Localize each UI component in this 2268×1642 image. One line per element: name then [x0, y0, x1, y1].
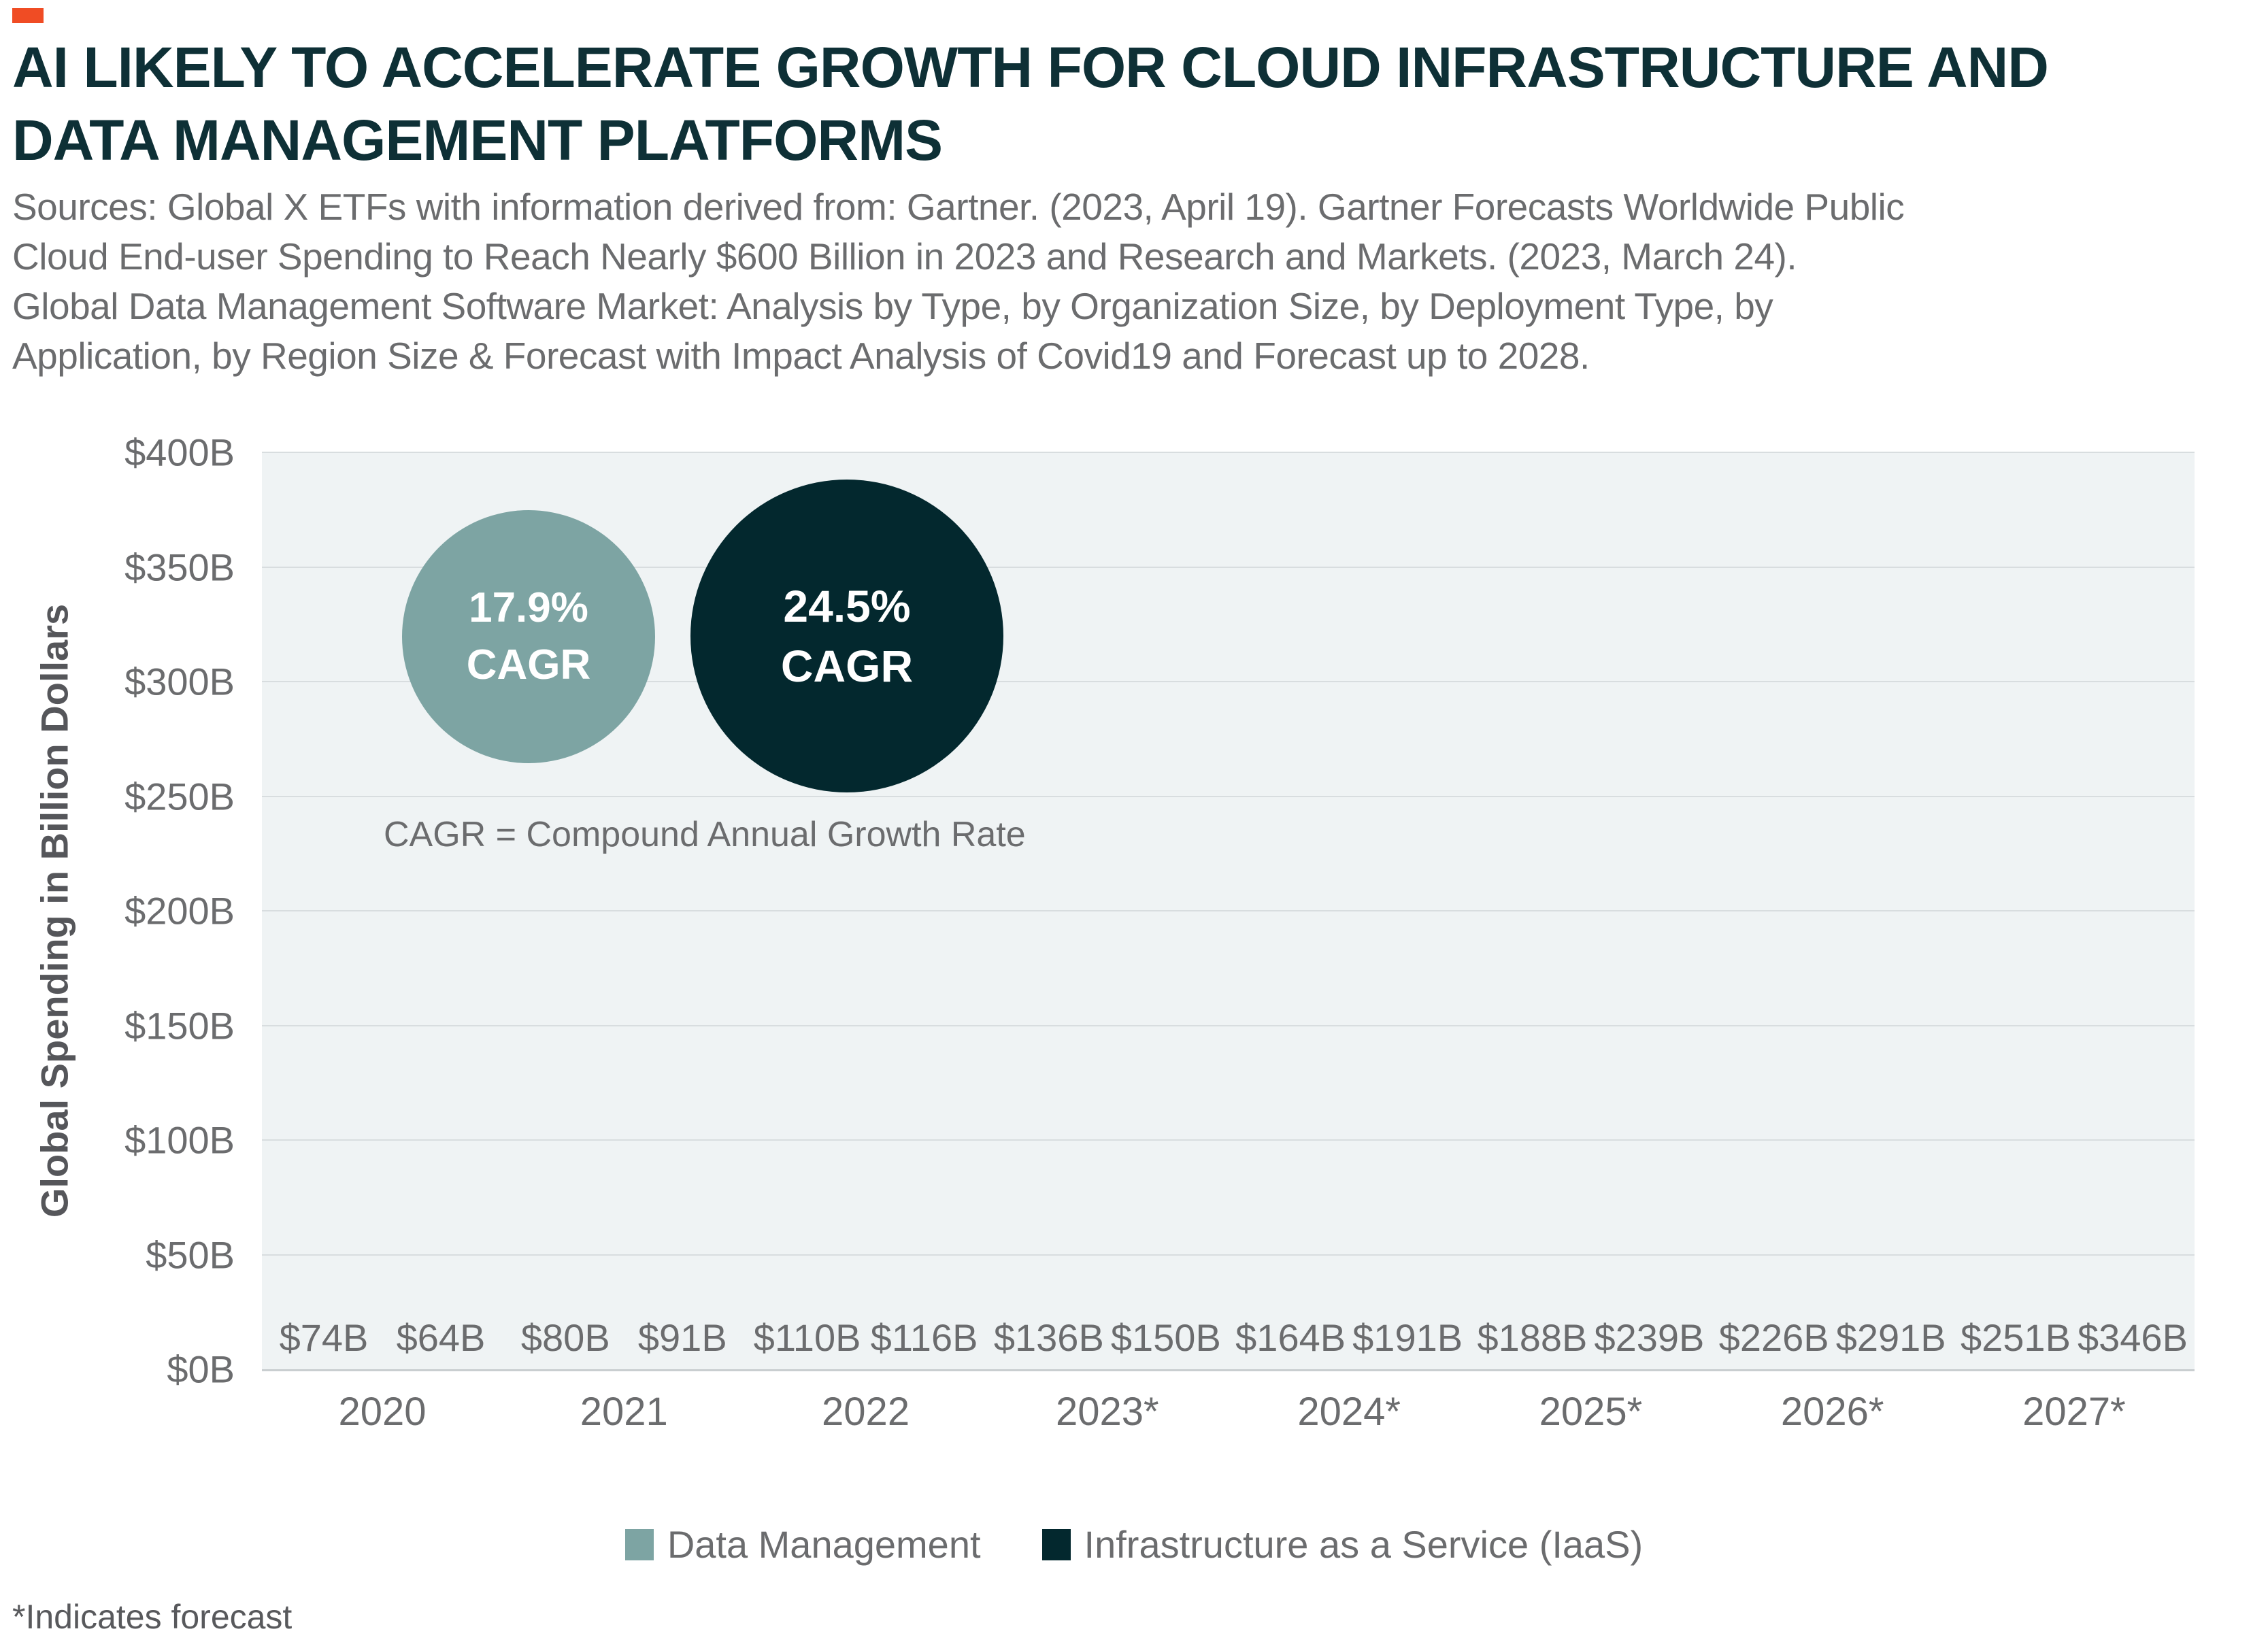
bar-value-label: $191B	[1352, 1316, 1463, 1359]
bar-value-label: $80B	[520, 1316, 610, 1359]
brand-accent-block	[12, 8, 44, 23]
cagr-value: 24.5%	[783, 581, 911, 631]
gridline	[262, 681, 2195, 682]
page-title-line-2: DATA MANAGEMENT PLATFORMS	[12, 108, 943, 172]
bar-value-label: $150B	[1110, 1316, 1221, 1359]
y-axis-tick: $150B	[124, 1004, 235, 1047]
page-title: AI LIKELY TO ACCELERATE GROWTH FOR CLOUD…	[12, 31, 2250, 177]
x-axis-label-2027: 2027*	[2022, 1390, 2126, 1434]
cagr-circle-data-management: 17.9% CAGR	[402, 510, 655, 763]
bar-value-label: $91B	[637, 1316, 727, 1359]
x-axis-label-2023: 2023*	[1056, 1390, 1159, 1434]
legend-label: Infrastructure as a Service (IaaS)	[1084, 1523, 1644, 1566]
bar-value-label: $346B	[2078, 1316, 2188, 1359]
y-axis-tick: $0B	[167, 1347, 235, 1391]
bar-value-label: $74B	[279, 1316, 369, 1359]
gridline	[262, 566, 2195, 568]
sources-line: Sources: Global X ETFs with information …	[12, 186, 1905, 228]
legend: Data Management Infrastructure as a Serv…	[0, 1522, 2268, 1566]
cagr-value: 17.9%	[469, 584, 588, 631]
x-axis-label-2024: 2024*	[1297, 1390, 1401, 1434]
legend-item-iaas: Infrastructure as a Service (IaaS)	[1041, 1522, 1644, 1566]
forecast-footnote: *Indicates forecast	[12, 1598, 293, 1636]
gridline	[262, 795, 2195, 797]
gridline	[262, 1139, 2195, 1141]
bar-value-label: $251B	[1961, 1316, 2071, 1359]
x-axis-label-2020: 2020	[338, 1390, 427, 1434]
sources-text: Sources: Global X ETFs with information …	[12, 182, 2257, 381]
bar-value-label: $136B	[993, 1316, 1104, 1359]
x-axis-label-2026: 2026*	[1780, 1390, 1884, 1434]
bar-groups: $74B $64B $80B $91B $110B $116B $136B $150B $164…	[262, 452, 2195, 1369]
legend-item-data-management: Data Management	[624, 1522, 981, 1566]
x-axis-label-2022: 2022	[822, 1390, 910, 1434]
cagr-circle-iaas: 24.5% CAGR	[690, 480, 1003, 792]
y-axis-tick: $400B	[124, 431, 235, 474]
y-axis-tick: $50B	[146, 1233, 235, 1276]
bar-value-label: $291B	[1835, 1316, 1946, 1359]
bar-value-label: $116B	[870, 1316, 978, 1359]
y-axis-ticks: $400B $350B $300B $250B $200B $150B $100B $50B $…	[0, 431, 235, 1391]
page-title-line-1: AI LIKELY TO ACCELERATE GROWTH FOR CLOUD…	[12, 35, 2049, 99]
sources-line: Application, by Region Size & Forecast w…	[12, 335, 1590, 377]
bar-value-label: $188B	[1477, 1316, 1588, 1359]
gridline	[262, 910, 2195, 911]
cagr-caption: CAGR	[466, 641, 591, 688]
bar-value-label: $239B	[1594, 1316, 1705, 1359]
sources-line: Global Data Management Software Market: …	[12, 285, 1773, 327]
gridline	[262, 1254, 2195, 1256]
x-axis-label-2021: 2021	[580, 1390, 668, 1434]
x-axis-labels: 2020 2021 2022 2023* 2024* 2025* 2026* 2027*	[262, 1389, 2195, 1435]
y-axis-tick: $100B	[124, 1118, 235, 1162]
y-axis-tick: $300B	[124, 660, 235, 703]
bar-value-label: $226B	[1718, 1316, 1829, 1359]
x-axis-label-2025: 2025*	[1539, 1390, 1643, 1434]
y-axis-tick: $250B	[124, 775, 235, 818]
cagr-definition-note: CAGR = Compound Annual Growth Rate	[384, 815, 1026, 854]
y-axis-tick: $350B	[124, 546, 235, 588]
cagr-caption: CAGR	[780, 641, 914, 691]
y-axis-tick: $200B	[124, 889, 235, 933]
plot-area: 17.9% CAGR 24.5% CAGR CAGR = Compound An…	[262, 452, 2195, 1371]
bar-value-label: $110B	[753, 1316, 861, 1359]
legend-swatch-iaas	[1041, 1528, 1071, 1560]
bar-value-label: $164B	[1235, 1316, 1346, 1359]
legend-label: Data Management	[667, 1523, 981, 1566]
legend-swatch-data-management	[624, 1528, 654, 1560]
bar-value-label: $64B	[396, 1316, 486, 1359]
sources-line: Cloud End-user Spending to Reach Nearly …	[12, 235, 1797, 278]
gridline	[262, 1024, 2195, 1026]
gridline	[262, 452, 2195, 453]
